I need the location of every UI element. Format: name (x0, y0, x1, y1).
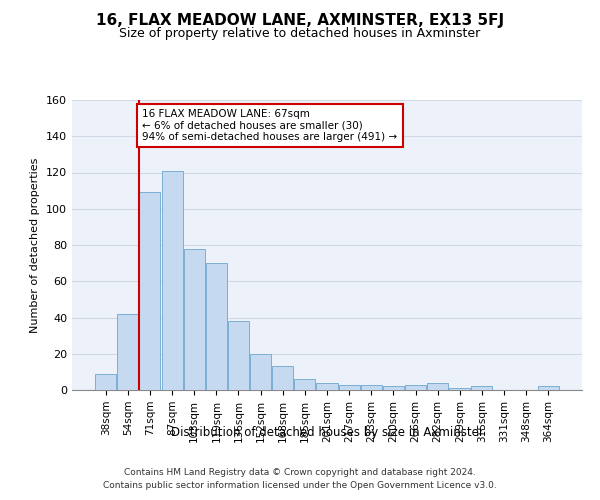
Text: 16, FLAX MEADOW LANE, AXMINSTER, EX13 5FJ: 16, FLAX MEADOW LANE, AXMINSTER, EX13 5F… (96, 12, 504, 28)
Bar (250, 354, 271, 390)
Bar (95, 374, 116, 390)
Text: Size of property relative to detached houses in Axminster: Size of property relative to detached ho… (119, 28, 481, 40)
Bar (316, 383, 338, 390)
Bar (118, 314, 139, 390)
Text: Distribution of detached houses by size in Axminster: Distribution of detached houses by size … (170, 426, 484, 439)
Bar (184, 248, 205, 390)
Text: Contains HM Land Registry data © Crown copyright and database right 2024.: Contains HM Land Registry data © Crown c… (124, 468, 476, 477)
Bar (472, 386, 493, 390)
Bar (383, 386, 404, 390)
Bar (538, 386, 559, 390)
Bar (161, 170, 182, 390)
Bar (228, 321, 249, 390)
Y-axis label: Number of detached properties: Number of detached properties (31, 158, 40, 332)
Bar (361, 384, 382, 390)
Bar (338, 384, 359, 390)
Text: Contains public sector information licensed under the Open Government Licence v3: Contains public sector information licen… (103, 482, 497, 490)
Bar (206, 263, 227, 390)
Bar (405, 384, 426, 390)
Bar (427, 383, 448, 390)
Bar (449, 388, 470, 390)
Bar (295, 379, 316, 390)
Text: 16 FLAX MEADOW LANE: 67sqm
← 6% of detached houses are smaller (30)
94% of semi-: 16 FLAX MEADOW LANE: 67sqm ← 6% of detac… (142, 109, 397, 142)
Bar (272, 366, 293, 390)
Bar (139, 192, 160, 390)
